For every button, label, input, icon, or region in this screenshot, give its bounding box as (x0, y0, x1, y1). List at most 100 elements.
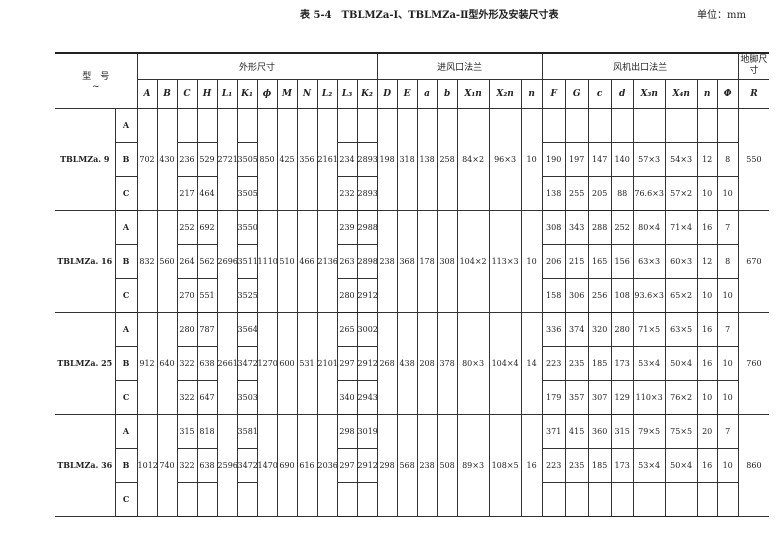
cell-k2 (356, 107, 378, 143)
column-header: C (176, 78, 198, 109)
cell-h: 551 (196, 277, 218, 313)
cell-x1n: 104×2 (456, 209, 490, 313)
cell-d: 156 (610, 243, 634, 279)
cell-k1: 3564 (236, 311, 258, 347)
cell-d: 252 (610, 209, 634, 245)
dimension-table: 型 号 ~ 外形尺寸 进风口法兰 风机出口法兰 地脚尺寸 A B C H L₁ K₁ ϕ M N… (55, 52, 770, 517)
foot-dimension-header: 地脚尺寸 (737, 52, 770, 80)
cell-h: 464 (196, 175, 218, 211)
variant-label: A (114, 107, 138, 143)
cell-h: 529 (196, 141, 218, 177)
column-header: X₁n (456, 78, 490, 109)
cell-x1n: 84×2 (456, 107, 490, 211)
cell-x2n: 108×5 (488, 413, 522, 517)
cell-x4n (664, 481, 698, 517)
cell-l3: 263 (336, 243, 358, 279)
cell-phi: 10 (716, 345, 739, 381)
cell-x1n: 80×3 (456, 311, 490, 415)
variant-label: A (114, 311, 138, 347)
cell-f: 190 (541, 141, 566, 177)
cell-n_out: 12 (696, 141, 718, 177)
cell-k2: 3019 (356, 413, 378, 449)
cell-a: 702 (136, 107, 158, 211)
model-name: TBLMZa. 25 (55, 311, 116, 415)
cell-n_out: 10 (696, 277, 718, 313)
cell-f: 179 (541, 379, 566, 415)
cell-x4n: 75×5 (664, 413, 698, 449)
cell-h (196, 107, 218, 143)
variant-label: C (114, 277, 138, 313)
cell-k1: 3472 (236, 345, 258, 381)
cell-g (564, 107, 589, 143)
cell-phi: 10 (716, 379, 739, 415)
table-row: C 270 551 3525 280 2912 158 306 256 108 93.6×3 65×2… (55, 277, 769, 313)
model-header-mark: ~ (91, 82, 100, 93)
cell-x4n: 57×2 (664, 175, 698, 211)
cell-n: 616 (296, 413, 318, 517)
cell-g: 197 (564, 141, 589, 177)
cell-x3n: 57×3 (632, 141, 666, 177)
cell-e: 438 (396, 311, 418, 415)
cell-c: 147 (587, 141, 612, 177)
cell-e: 568 (396, 413, 418, 517)
cell-k2: 2912 (356, 345, 378, 381)
table-row: C 322 647 3503 340 2943 179 357 307 129 110×3 76×2 1… (55, 379, 769, 415)
cell-phi: 10 (716, 447, 739, 483)
column-header: E (396, 78, 418, 109)
column-header: Φ (716, 78, 739, 109)
column-header: M (276, 78, 298, 109)
column-header: n (520, 78, 543, 109)
cell-c: 288 (587, 209, 612, 245)
cell-d: 268 (376, 311, 398, 415)
cell-m: 510 (276, 209, 298, 313)
cell-b: 740 (156, 413, 178, 517)
cell-b: 560 (156, 209, 178, 313)
cell-c: 185 (587, 447, 612, 483)
outline-dimensions-header: 外形尺寸 (136, 52, 378, 80)
cell-g: 374 (564, 311, 589, 347)
table-row: TBLMZa. 36 A 1012 740 315 818 2596 3581 1470 690 6… (55, 413, 770, 517)
cell-c (176, 107, 198, 143)
cell-phi: 1270 (256, 311, 278, 415)
cell-f: 158 (541, 277, 566, 313)
cell-l3 (336, 107, 358, 143)
column-header: L₂ (316, 78, 338, 109)
model-name: TBLMZa. 9 (55, 107, 116, 211)
model-header-label: 型 号 (82, 72, 110, 83)
cell-r: 670 (737, 209, 770, 313)
cell-f (541, 107, 566, 143)
cell-c: 252 (176, 209, 198, 245)
cell-h: 787 (196, 311, 218, 347)
cell-n_out: 20 (696, 413, 718, 449)
cell-a: 178 (416, 209, 438, 313)
cell-l1: 2596 (216, 413, 238, 517)
cell-c: 165 (587, 243, 612, 279)
column-header: G (564, 78, 589, 109)
cell-f: 336 (541, 311, 566, 347)
column-header: D (376, 78, 398, 109)
cell-c: 205 (587, 175, 612, 211)
cell-c: 315 (176, 413, 198, 449)
cell-b: 430 (156, 107, 178, 211)
cell-f: 371 (541, 413, 566, 449)
column-header: B (156, 78, 178, 109)
table-row: C (55, 481, 769, 517)
cell-l2: 2161 (316, 107, 338, 211)
cell-g: 215 (564, 243, 589, 279)
cell-c: 307 (587, 379, 612, 415)
cell-k2: 2912 (356, 447, 378, 483)
cell-d: 88 (610, 175, 634, 211)
cell-m: 425 (276, 107, 298, 211)
cell-b: 258 (436, 107, 458, 211)
cell-n: 356 (296, 107, 318, 211)
cell-x3n: 80×4 (632, 209, 666, 245)
variant-label: A (114, 413, 138, 449)
cell-l3: 234 (336, 141, 358, 177)
cell-k1: 3505 (236, 175, 258, 211)
cell-n_out: 16 (696, 447, 718, 483)
column-header: L₃ (336, 78, 358, 109)
cell-l3: 297 (336, 447, 358, 483)
cell-d: 173 (610, 447, 634, 483)
cell-c: 270 (176, 277, 198, 313)
cell-x2n: 96×3 (488, 107, 522, 211)
